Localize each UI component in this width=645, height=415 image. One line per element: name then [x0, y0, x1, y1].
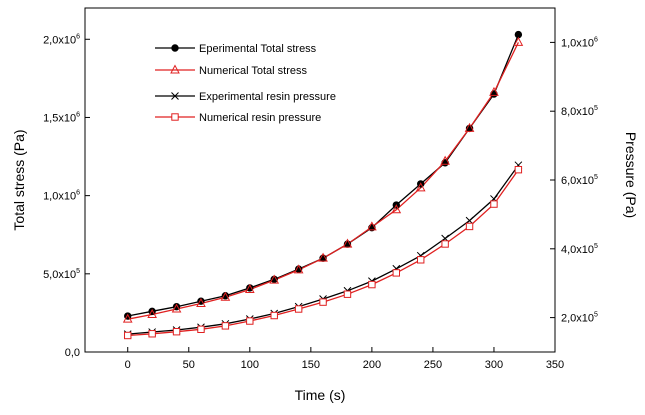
data-point — [392, 269, 400, 277]
data-point — [342, 238, 353, 248]
data-point — [464, 122, 475, 132]
right-tick-label: 4,0x105 — [561, 243, 598, 256]
data-point — [465, 222, 474, 231]
series-line — [127, 34, 520, 317]
x-tick-label: 350 — [546, 359, 564, 371]
legend-label: Eperimental Total stress — [199, 43, 317, 55]
data-point — [294, 305, 303, 313]
data-point — [441, 240, 449, 248]
data-point — [172, 328, 181, 336]
legend-marker — [171, 44, 179, 52]
data-point — [196, 297, 206, 308]
data-point — [343, 290, 352, 298]
left-tick-label: 0,0 — [65, 347, 80, 359]
data-point — [221, 322, 230, 330]
right-axis-ticks: 2,0x105 4,0x105 6,0x105 8,0x105 1,0x106 — [550, 36, 598, 325]
legend-label: Numerical resin pressure — [199, 112, 321, 124]
left-axis-ticks: 0,0 5,0x105 1,0x106 1,5x106 2,0x106 — [43, 33, 90, 359]
series-line — [127, 42, 519, 320]
right-tick-label: 1,0x106 — [561, 36, 598, 49]
data-point — [148, 330, 156, 338]
data-point — [197, 325, 205, 333]
data-point — [319, 298, 327, 306]
left-axis-label: Total stress (Pa) — [11, 129, 27, 230]
data-point — [269, 274, 280, 284]
legend: Eperimental Total stress Numerical Total … — [155, 43, 336, 124]
x-tick-label: 50 — [183, 359, 195, 371]
data-point — [368, 280, 376, 289]
left-tick-label: 5,0x105 — [43, 268, 80, 281]
data-point — [415, 182, 426, 192]
legend-label: Numerical Total stress — [199, 65, 307, 77]
x-axis-ticks: 0 50 100 150 200 250 300 350 — [125, 347, 564, 371]
data-point — [417, 256, 425, 264]
data-point — [147, 308, 157, 318]
x-tick-label: 150 — [302, 359, 320, 371]
left-tick-label: 1,5x106 — [43, 111, 80, 124]
legend-label: Experimental resin pressure — [199, 91, 336, 103]
data-point — [220, 291, 231, 301]
data-point — [124, 331, 132, 340]
series-layer — [122, 30, 524, 340]
legend-marker — [171, 92, 179, 100]
data-point — [293, 264, 304, 274]
data-point — [244, 283, 255, 293]
data-point — [514, 165, 523, 174]
series-line — [127, 164, 519, 335]
legend-marker — [171, 113, 179, 121]
legend-marker — [170, 64, 180, 74]
x-axis-label: Time (s) — [295, 387, 346, 403]
x-tick-label: 0 — [125, 359, 131, 371]
data-point — [171, 303, 182, 313]
data-point — [367, 221, 377, 231]
data-point — [489, 86, 499, 96]
right-tick-label: 8,0x105 — [561, 105, 598, 118]
data-point — [490, 200, 498, 208]
series-line — [127, 169, 519, 337]
data-point — [513, 36, 524, 46]
data-point — [514, 30, 523, 39]
data-point — [246, 317, 254, 325]
x-tick-label: 300 — [485, 359, 503, 371]
right-tick-label: 6,0x105 — [561, 174, 598, 187]
data-point — [391, 204, 402, 214]
left-tick-label: 1,0x106 — [43, 190, 80, 203]
left-tick-label: 2,0x106 — [43, 33, 80, 46]
data-point — [270, 311, 278, 320]
x-tick-label: 200 — [363, 359, 381, 371]
right-axis-label: Pressure (Pa) — [623, 132, 639, 218]
x-tick-label: 100 — [241, 359, 259, 371]
x-tick-label: 250 — [424, 359, 442, 371]
right-tick-label: 2,0x105 — [561, 312, 598, 325]
data-point — [318, 252, 328, 262]
data-point — [440, 155, 450, 165]
data-point — [122, 313, 133, 323]
